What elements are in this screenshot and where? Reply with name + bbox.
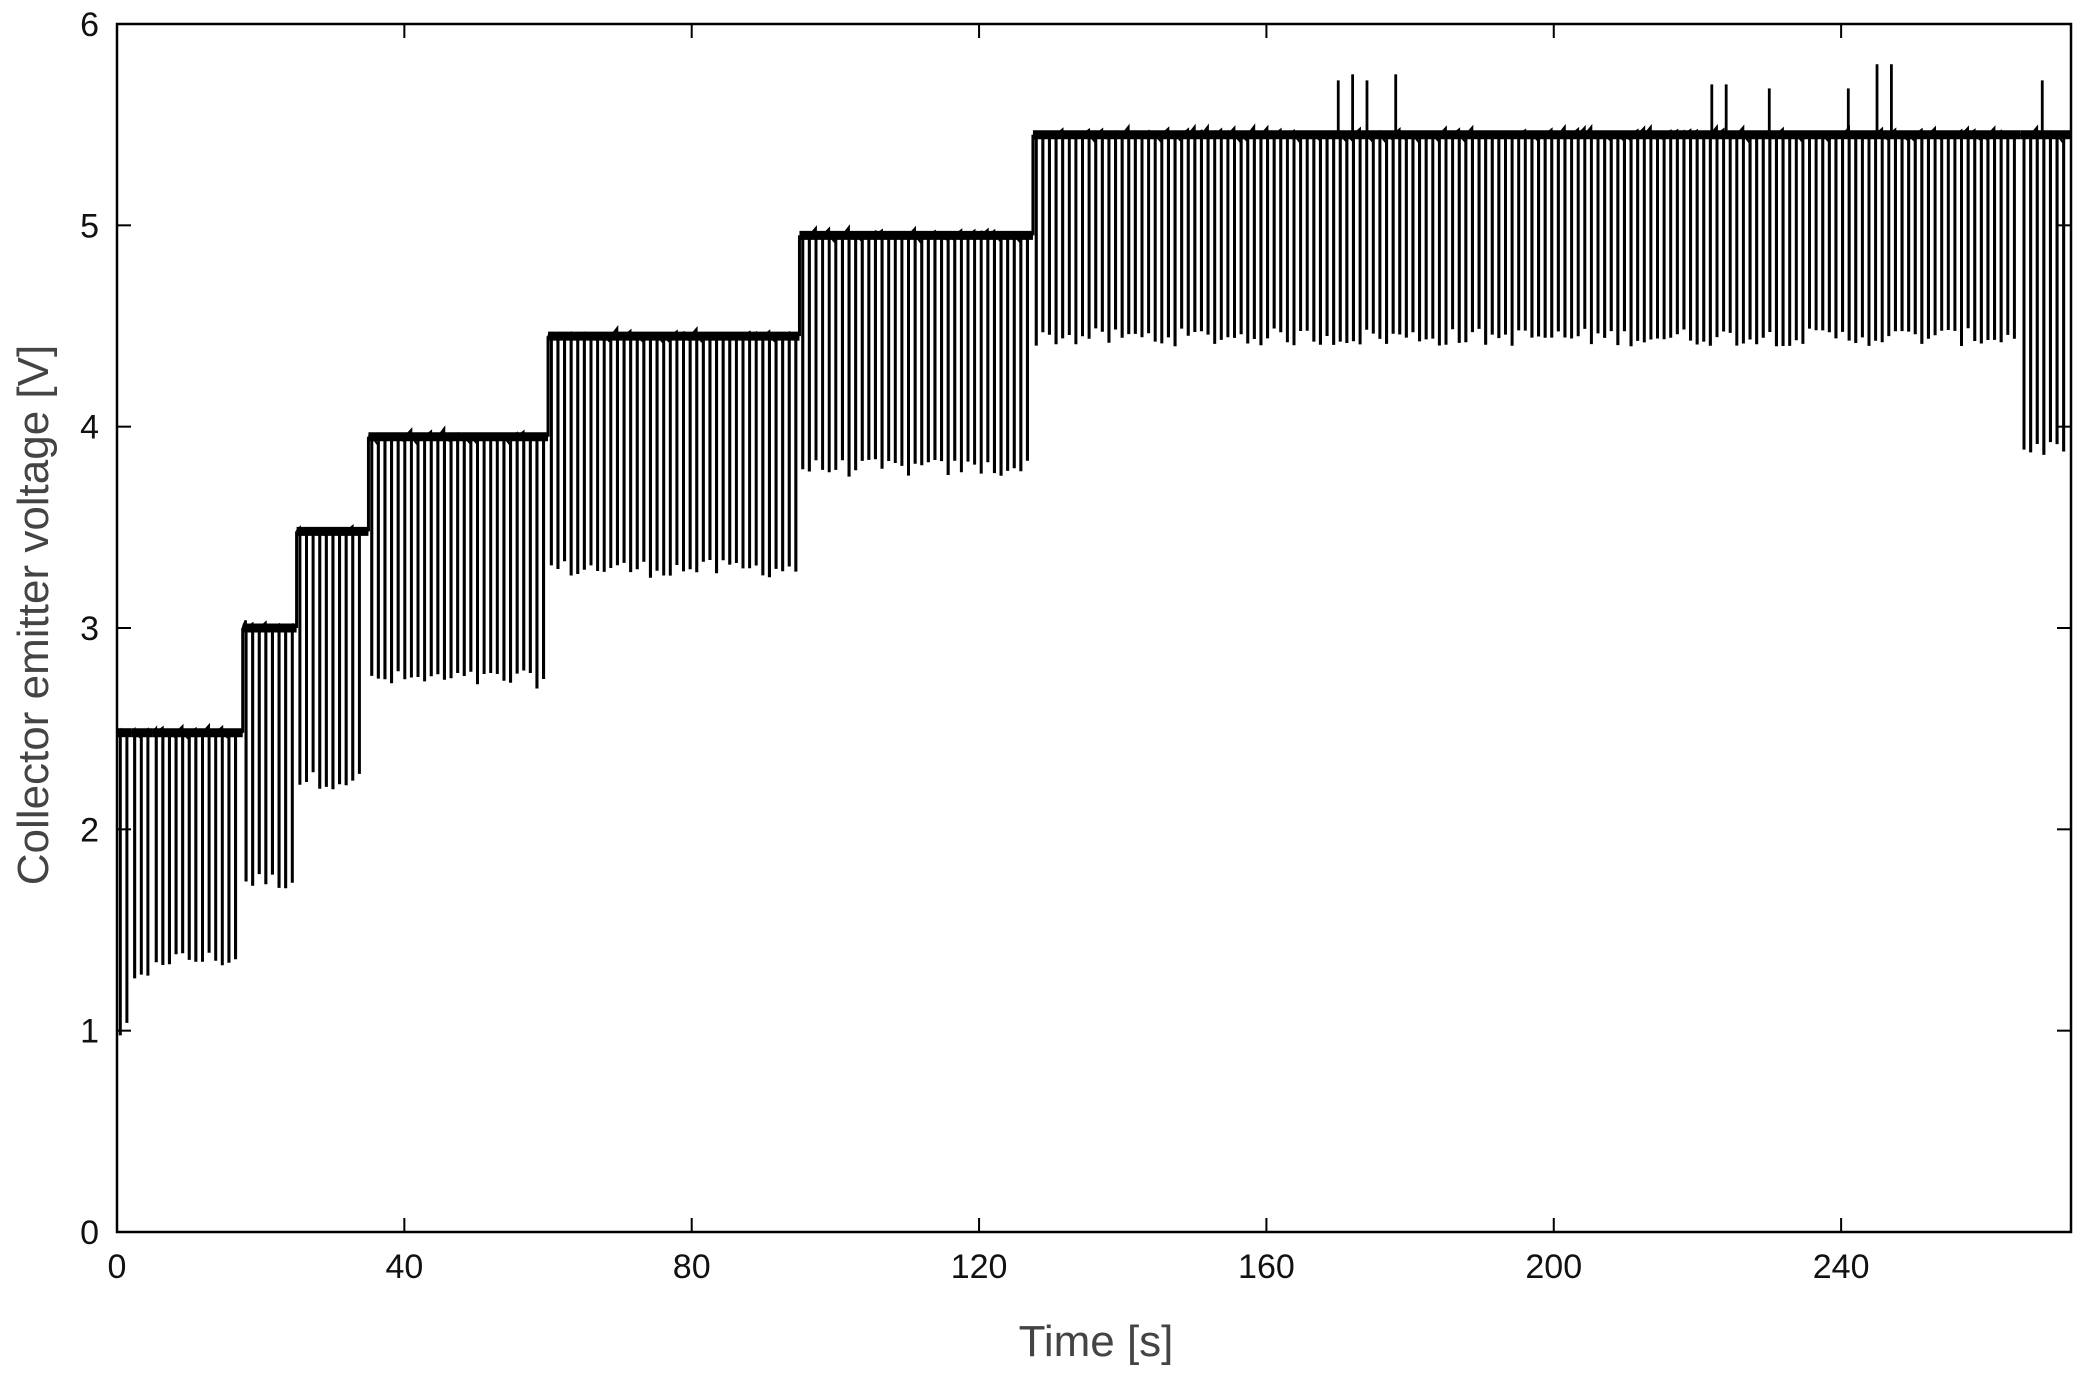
y-tick-label: 3	[80, 610, 99, 648]
y-tick-label: 2	[80, 811, 99, 849]
series-segment	[547, 325, 800, 578]
y-tick-label: 6	[80, 6, 99, 44]
x-tick-label: 160	[1238, 1248, 1295, 1286]
x-axis-title: Time [s]	[1019, 1317, 1174, 1366]
series-segment	[367, 425, 548, 689]
series-segment	[799, 224, 1033, 477]
x-tick-label: 80	[673, 1248, 711, 1286]
series-segment	[241, 619, 297, 889]
series-segment	[2020, 124, 2071, 455]
plot-marks	[116, 64, 2071, 1036]
series-segment	[295, 523, 369, 790]
axes: 0 40 80 120 160 200 240 0 1 2 3 4 5 6	[80, 6, 2073, 1286]
y-tick-label: 0	[80, 1214, 99, 1252]
series-segment	[1031, 123, 2021, 347]
y-tick-label: 4	[80, 409, 99, 447]
series-segment	[116, 727, 132, 1036]
x-tick-label: 200	[1525, 1248, 1582, 1286]
x-tick-label: 120	[951, 1248, 1008, 1286]
y-tick-label: 5	[80, 207, 99, 245]
y-axis-title: Collector emitter voltage [V]	[9, 345, 58, 885]
series-segment	[130, 726, 153, 979]
y-tick-label: 1	[80, 1013, 99, 1051]
x-tick-label: 240	[1813, 1248, 1870, 1286]
x-tick-label: 40	[385, 1248, 423, 1286]
series-segment	[151, 722, 243, 966]
x-tick-label: 0	[108, 1248, 127, 1286]
